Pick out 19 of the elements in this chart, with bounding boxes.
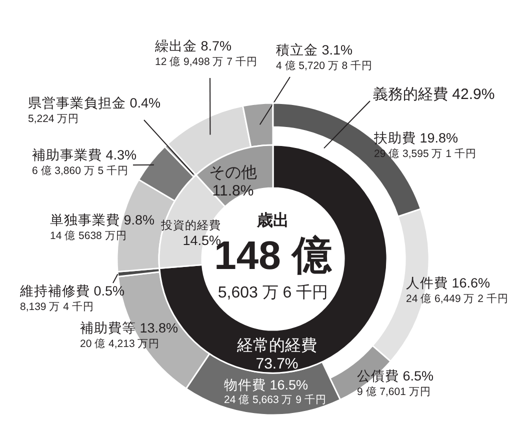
text: 5,603 万 6 千円 [218, 283, 328, 302]
slice-label: 補助事業費 4.3% 6 億 3,860 万 5 千円 [32, 148, 137, 177]
slice-label: 繰出金 8.7% 12 億 9,498 万 7 千円 [154, 38, 258, 68]
slice-label: 物件費 16.5% 24 億 5,663 万 9 千円 [224, 378, 326, 406]
slice-label: 経常的経費 [236, 336, 317, 354]
text: 義務的経費 42.9% [373, 86, 495, 104]
slice-label: 単独事業費 9.8% 14 億 5638 万円 [50, 212, 155, 242]
slice-label: その他 [209, 164, 257, 182]
slice-label: 維持補修費 0.5% 8,139 万 4 千円 [19, 284, 125, 313]
slice-label: 扶助費 19.8% 29 億 3,595 万 1 千円 [373, 130, 476, 160]
slice-label: 県営事業負担金 0.4% 5,224 万円 [28, 96, 161, 125]
text: 歳出 [256, 211, 289, 230]
slice-label: 補助費等 13.8% 20 億 4,213 万円 [80, 320, 178, 350]
slice-label: 投資的経費 [160, 219, 221, 232]
slice-label: 積立金 3.1% 4 億 5,720 万 8 千円 [276, 42, 373, 72]
slice-label: 公債費 6.5% 9 億 7,601 万円 [357, 368, 434, 398]
data-label: 11.8% [212, 182, 254, 200]
slice-label: 人件費 16.6% 24 億 6,449 万 2 千円 [406, 276, 508, 305]
data-label: 73.7% [256, 356, 298, 373]
